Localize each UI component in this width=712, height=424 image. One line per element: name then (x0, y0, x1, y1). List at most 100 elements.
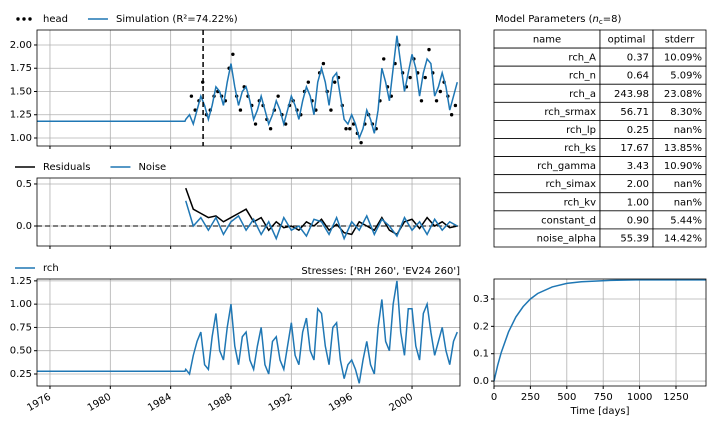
observation (253, 122, 258, 126)
title-subscript: c (599, 18, 603, 26)
y-tick-label: 1.75 (10, 63, 32, 74)
observation (268, 126, 273, 131)
observation (423, 75, 427, 80)
y-tick-label: 1.00 (10, 299, 32, 310)
observation (329, 108, 333, 112)
plot-frame (493, 278, 707, 387)
observation (348, 126, 352, 131)
x-tick-label: 750 (594, 392, 613, 403)
observation (419, 99, 424, 103)
y-tick-label: 0.1 (473, 349, 489, 360)
table-text: 1.00 (627, 197, 649, 208)
table-title: Model Parameters (nc=8) (495, 14, 621, 26)
table-text: 55.39 (620, 233, 649, 244)
table-text: nan% (674, 197, 702, 208)
table-text: 0.64 (627, 71, 649, 82)
y-tick-label: 1.25 (10, 110, 32, 121)
y-tick-label: 0.3 (473, 294, 489, 305)
plot-area (37, 30, 460, 146)
legend-label: Simulation (R²=74.22%) (116, 14, 238, 25)
title-symbol: n (593, 14, 599, 25)
table-text: 8.30% (670, 107, 702, 118)
table-text: rch_lp (566, 125, 596, 136)
table-text: 0.37 (627, 53, 649, 64)
table-text: constant_d (541, 215, 596, 226)
legend-marker (16, 17, 20, 21)
y-tick-label: 0.50 (10, 346, 32, 357)
legend-label: head (43, 14, 68, 25)
table-text: 0.90 (627, 215, 649, 226)
table-text: 5.09% (670, 71, 702, 82)
y-tick-label: 0.0 (16, 221, 32, 232)
table-text: 0.25 (627, 125, 649, 136)
x-tick-label: 1996 (327, 392, 355, 414)
table-text: 3.43 (627, 161, 649, 172)
x-tick-label: 1992 (267, 392, 295, 414)
x-tick-label: 1000 (627, 392, 652, 403)
table-text: nan% (674, 125, 702, 136)
observation (427, 47, 431, 52)
observation (359, 140, 363, 145)
y-tick-label: 0.0 (473, 376, 489, 387)
legend-marker (22, 17, 26, 21)
legend-label: Residuals (43, 162, 90, 173)
observation (231, 52, 235, 56)
table-text: 13.85% (664, 143, 702, 154)
x-tick-label: 1988 (206, 392, 234, 414)
legend-label: Noise (138, 162, 166, 173)
y-tick-label: 1.00 (10, 133, 32, 144)
observation (333, 80, 337, 84)
table-text: 56.71 (620, 107, 649, 118)
table-cell (652, 228, 707, 248)
x-tick-label: 1976 (25, 392, 53, 414)
series-line (37, 280, 458, 384)
x-tick-label: 1250 (663, 392, 688, 403)
plot-area (37, 279, 460, 386)
plot-frame (36, 29, 461, 147)
table-text: 243.98 (614, 89, 649, 100)
x-tick-label: 0 (491, 392, 497, 403)
table-text: rch_n (569, 71, 596, 82)
title-text: Model Parameters ( (495, 14, 593, 25)
table-text: 17.67 (620, 143, 649, 154)
observation (408, 75, 412, 80)
panel-title: Stresses: ['RH 260', 'EV24 260'] (301, 266, 460, 277)
y-tick-label: 0.2 (473, 321, 489, 332)
table-text: rch_simax (545, 179, 596, 190)
table-text: rch_gamma (537, 161, 596, 172)
observation (306, 80, 311, 84)
table-text: name (533, 35, 561, 46)
x-tick-label: 250 (521, 392, 540, 403)
table-text: rch_srmax (544, 107, 596, 118)
observation (283, 122, 288, 126)
observation (193, 108, 197, 112)
y-tick-label: 0.5 (16, 179, 32, 190)
observation (434, 99, 439, 103)
y-tick-label: 2.00 (10, 40, 32, 51)
series-line (185, 200, 458, 241)
table-text: rch_a (569, 89, 596, 100)
y-tick-label: 0.25 (10, 369, 32, 380)
observation (438, 89, 443, 94)
table-text: 2.00 (627, 179, 649, 190)
observation (344, 126, 348, 131)
plot-frame (36, 177, 461, 247)
y-tick-label: 1.50 (10, 86, 32, 97)
x-tick-label: 1980 (86, 392, 114, 414)
series-line (493, 279, 706, 382)
table-text: 23.08% (664, 89, 702, 100)
plot-area (494, 279, 706, 386)
series-line (185, 187, 458, 236)
table-text: stderr (665, 35, 696, 46)
observation (276, 94, 280, 98)
observation (238, 108, 243, 112)
x-tick-label: 1984 (146, 392, 174, 414)
table-text: rch_kv (564, 197, 597, 208)
plot-frame (36, 278, 461, 387)
table-text: 5.44% (670, 215, 702, 226)
observation (449, 113, 454, 117)
table-text: rch_A (568, 53, 596, 64)
x-tick-label: 2000 (387, 392, 415, 414)
observation (321, 61, 326, 66)
